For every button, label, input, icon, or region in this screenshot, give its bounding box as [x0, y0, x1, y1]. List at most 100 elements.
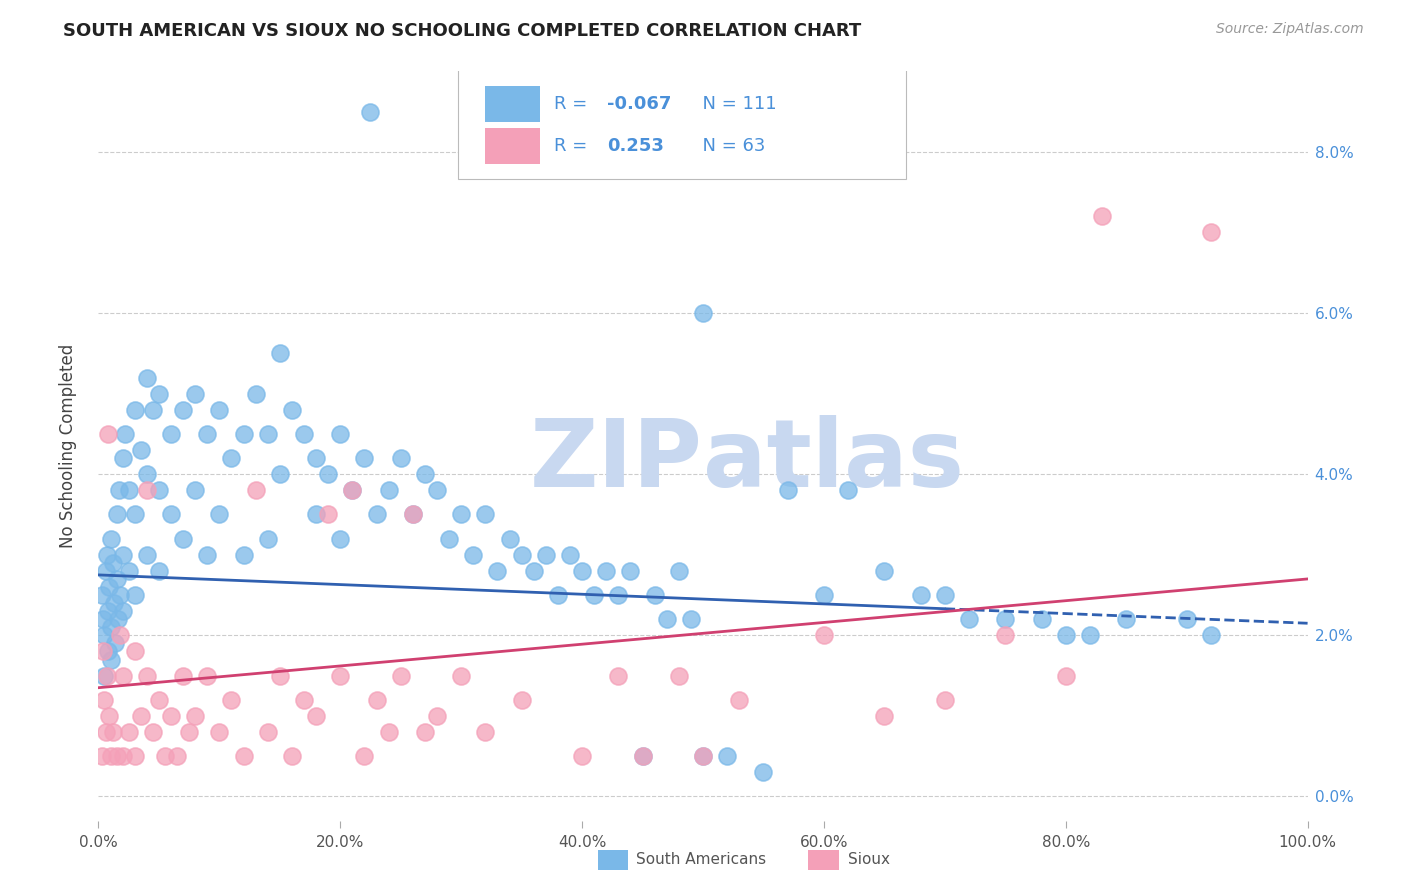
- Point: [148, 693, 170, 707]
- Point: [124, 588, 146, 602]
- Point: [316, 467, 339, 482]
- Point: [631, 749, 654, 764]
- Point: [105, 749, 128, 764]
- Point: [607, 668, 630, 682]
- Point: [98, 580, 121, 594]
- Point: [426, 483, 449, 498]
- Text: N = 63: N = 63: [690, 136, 765, 154]
- Point: [668, 668, 690, 682]
- Point: [934, 588, 956, 602]
- Point: [114, 426, 136, 441]
- Point: [111, 749, 134, 764]
- Point: [281, 749, 304, 764]
- Point: [96, 668, 118, 682]
- Point: [94, 564, 117, 578]
- Point: [94, 725, 117, 739]
- Point: [93, 628, 115, 642]
- Point: [93, 668, 115, 682]
- Point: [389, 451, 412, 466]
- Point: [366, 508, 388, 522]
- Point: [366, 693, 388, 707]
- Point: [208, 508, 231, 522]
- Point: [474, 508, 496, 522]
- Point: [135, 668, 157, 682]
- Point: [97, 604, 120, 618]
- Point: [195, 426, 218, 441]
- Point: [523, 564, 546, 578]
- Point: [692, 749, 714, 764]
- Point: [342, 483, 364, 498]
- Point: [91, 612, 114, 626]
- Point: [97, 644, 120, 658]
- Point: [208, 402, 231, 417]
- Point: [256, 426, 278, 441]
- Point: [142, 725, 165, 739]
- Point: [450, 508, 472, 522]
- Point: [994, 612, 1017, 626]
- Point: [100, 652, 122, 666]
- Text: Sioux: Sioux: [848, 853, 890, 867]
- Point: [105, 572, 128, 586]
- Point: [111, 548, 134, 562]
- Point: [957, 612, 980, 626]
- Point: [716, 749, 738, 764]
- Point: [486, 564, 509, 578]
- Point: [195, 548, 218, 562]
- Point: [329, 426, 352, 441]
- Text: R =: R =: [554, 136, 593, 154]
- Point: [547, 588, 569, 602]
- Point: [108, 483, 131, 498]
- Point: [104, 636, 127, 650]
- Point: [510, 693, 533, 707]
- Point: [118, 483, 141, 498]
- Y-axis label: No Schooling Completed: No Schooling Completed: [59, 344, 77, 548]
- Point: [679, 612, 702, 626]
- Point: [101, 725, 124, 739]
- Point: [463, 548, 485, 562]
- Point: [305, 451, 328, 466]
- Point: [108, 588, 131, 602]
- Point: [107, 612, 129, 626]
- Point: [97, 426, 120, 441]
- Point: [124, 402, 146, 417]
- Point: [184, 709, 207, 723]
- Point: [619, 564, 641, 578]
- Point: [256, 532, 278, 546]
- Point: [101, 556, 124, 570]
- Point: [292, 426, 315, 441]
- Point: [195, 668, 218, 682]
- Point: [160, 426, 183, 441]
- Point: [96, 548, 118, 562]
- Bar: [485, 86, 540, 121]
- Point: [377, 725, 399, 739]
- Point: [135, 370, 157, 384]
- Point: [118, 725, 141, 739]
- Point: [1175, 612, 1198, 626]
- Point: [583, 588, 606, 602]
- Point: [166, 749, 188, 764]
- Point: [752, 765, 775, 780]
- Point: [813, 588, 835, 602]
- Point: [103, 596, 125, 610]
- Point: [232, 749, 254, 764]
- Point: [994, 628, 1017, 642]
- Text: N = 111: N = 111: [690, 95, 776, 112]
- Point: [221, 693, 243, 707]
- Point: [837, 483, 859, 498]
- Point: [100, 532, 122, 546]
- Point: [426, 709, 449, 723]
- Point: [668, 564, 690, 578]
- Point: [184, 386, 207, 401]
- Point: [571, 564, 593, 578]
- Point: [1091, 210, 1114, 224]
- Point: [135, 483, 157, 498]
- Point: [1031, 612, 1053, 626]
- Point: [329, 532, 352, 546]
- Point: [135, 467, 157, 482]
- Text: atlas: atlas: [703, 415, 965, 507]
- Text: SOUTH AMERICAN VS SIOUX NO SCHOOLING COMPLETED CORRELATION CHART: SOUTH AMERICAN VS SIOUX NO SCHOOLING COM…: [63, 22, 862, 40]
- Point: [474, 725, 496, 739]
- Point: [108, 628, 131, 642]
- Point: [353, 451, 375, 466]
- Text: 0.253: 0.253: [607, 136, 665, 154]
